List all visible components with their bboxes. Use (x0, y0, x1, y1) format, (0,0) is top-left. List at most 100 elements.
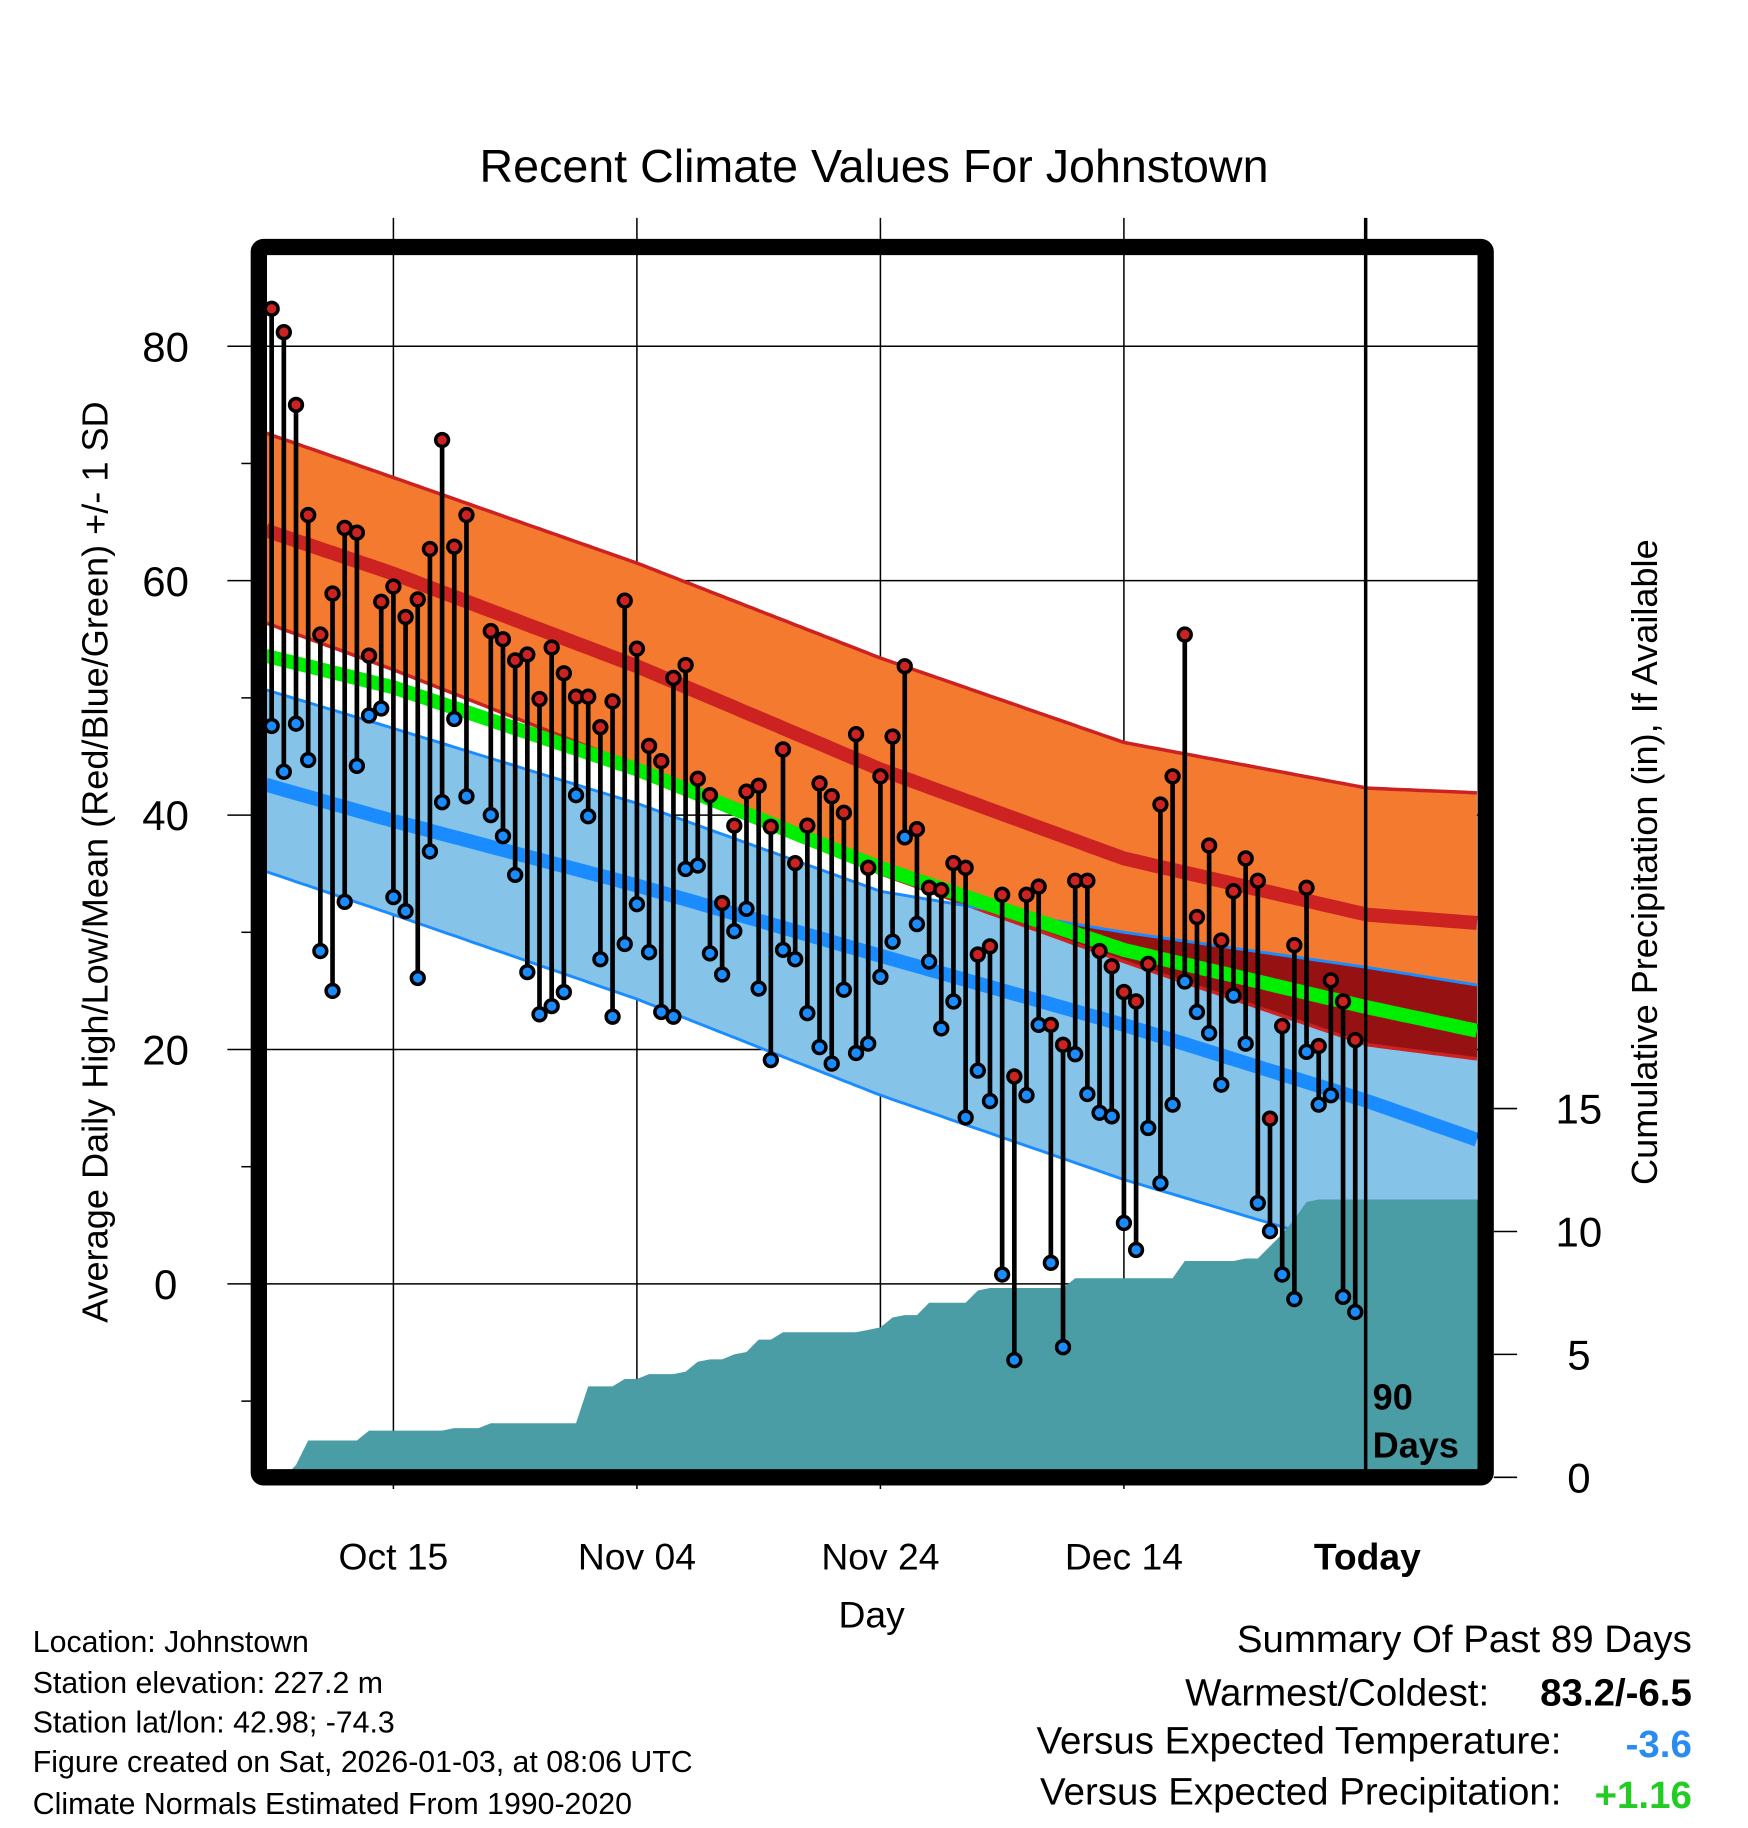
daily-low-point (738, 900, 755, 918)
daily-high-point (580, 688, 597, 705)
daily-low-point (835, 981, 853, 998)
daily-high-point (1079, 872, 1096, 889)
daily-low-point (1006, 1351, 1023, 1369)
daily-low-point (348, 757, 366, 775)
daily-high-point (957, 859, 974, 876)
x-tick-label: Nov 04 (578, 1535, 696, 1577)
plot-border (250, 238, 1494, 1486)
daily-low-point (860, 1035, 877, 1052)
daily-low-point (421, 843, 439, 860)
daily-low-point (555, 983, 573, 1001)
daily-high-point (701, 787, 719, 804)
y2-tick-label: 0 (1567, 1454, 1590, 1501)
y2-axis-label: Cumulative Precipitation (in), If Availa… (1624, 539, 1665, 1185)
daily-high-point (762, 818, 779, 835)
x-tick-label: Nov 24 (821, 1535, 939, 1577)
daily-high-point (604, 693, 621, 710)
daily-low-point (567, 787, 585, 804)
daily-low-point (689, 857, 706, 874)
daily-high-point (1030, 878, 1047, 895)
temp-departure-value: -3.6 (1626, 1723, 1692, 1766)
daily-low-point (872, 968, 889, 985)
y2-tick-label: 15 (1556, 1086, 1603, 1133)
daily-high-point (324, 585, 341, 602)
y-tick-label: 40 (142, 792, 189, 839)
daily-low-point (446, 710, 463, 728)
daily-low-point (1115, 1214, 1133, 1232)
daily-low-point (1261, 1223, 1279, 1240)
daily-high-point (1006, 1068, 1023, 1085)
daily-high-point (884, 728, 901, 745)
daily-low-point (933, 1020, 950, 1037)
daily-low-point (981, 1092, 999, 1110)
info-created: Figure created on Sat, 2026-01-03, at 08… (33, 1746, 693, 1779)
normal-low-line (263, 777, 1480, 1147)
daily-high-point (373, 593, 390, 610)
daily-high-point (519, 646, 536, 663)
temp-label: Versus Expected Temperature: (1036, 1719, 1561, 1762)
daily-low-point (1213, 1076, 1230, 1093)
daily-high-point (969, 946, 986, 963)
daily-low-point (774, 941, 792, 959)
daily-low-point (787, 951, 804, 968)
daily-high-point (409, 591, 426, 608)
daily-high-point (1200, 837, 1218, 854)
daily-high-point (507, 652, 524, 669)
daily-high-point (482, 622, 499, 640)
today-days-label-1: 90 (1373, 1377, 1413, 1418)
daily-low-point (884, 933, 901, 950)
daily-high-point (1176, 626, 1193, 643)
precipitation-area (265, 1199, 1478, 1478)
daily-high-point (994, 886, 1011, 903)
daily-low-point (373, 700, 390, 717)
daily-low-point (336, 893, 353, 910)
daily-low-point (1298, 1043, 1315, 1060)
daily-low-point (811, 1038, 828, 1056)
daily-low-point (287, 715, 305, 732)
chart-title: Recent Climate Values For Johnstown (479, 140, 1268, 192)
daily-low-point (665, 1008, 682, 1025)
daily-low-point (616, 935, 633, 953)
y-tick-label: 0 (154, 1261, 177, 1308)
daily-high-point (1103, 958, 1120, 975)
warmest-value: 83.2/-6.5 (1540, 1672, 1692, 1715)
daily-high-point (1054, 1036, 1072, 1053)
daily-low-point (1018, 1087, 1035, 1104)
daily-high-point (1334, 993, 1352, 1010)
daily-high-point (446, 538, 463, 555)
daily-low-point (1310, 1096, 1327, 1113)
daily-low-point (604, 1008, 621, 1025)
daily-low-point (531, 1006, 548, 1023)
daily-low-point (1347, 1303, 1364, 1321)
daily-low-point (896, 829, 913, 846)
daily-high-point (787, 854, 804, 872)
daily-high-point (1225, 883, 1242, 900)
daily-low-point (1054, 1339, 1072, 1356)
daily-low-point (969, 1062, 986, 1079)
daily-high-point (1018, 886, 1035, 903)
daily-high-point (1274, 1017, 1291, 1035)
daily-high-point (689, 770, 706, 787)
daily-low-point (1079, 1085, 1096, 1103)
daily-high-point (1310, 1037, 1327, 1055)
daily-low-point (1176, 973, 1193, 990)
low-minus-sd-line (265, 869, 1478, 1283)
daily-low-point (750, 980, 767, 997)
daily-high-point (397, 608, 414, 626)
daily-high-point (287, 396, 305, 414)
daily-low-point (543, 997, 560, 1015)
daily-high-point (811, 775, 828, 792)
high-plus-sd-line (265, 431, 1477, 795)
x-tick-label: Today (1314, 1535, 1421, 1577)
daily-high-point (1152, 796, 1169, 813)
daily-high-point (1237, 850, 1254, 867)
daily-high-point (360, 647, 378, 664)
daily-low-point (701, 945, 719, 962)
daily-high-point (433, 431, 451, 449)
daily-low-point (799, 1005, 816, 1022)
daily-low-point (1152, 1174, 1169, 1192)
daily-low-point (920, 953, 938, 970)
daily-high-point (263, 300, 280, 317)
daily-high-point (872, 768, 889, 785)
daily-high-point (1213, 932, 1230, 949)
